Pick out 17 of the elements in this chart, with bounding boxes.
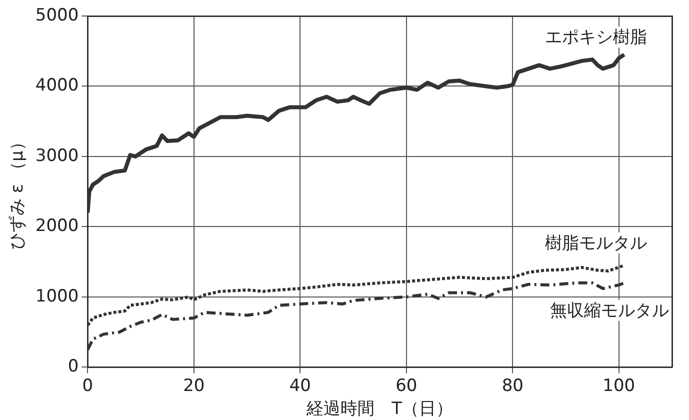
y-tick-label: 2000 bbox=[35, 216, 79, 236]
x-tick-label: 80 bbox=[502, 376, 524, 396]
x-axis-title: 経過時間 T（日） bbox=[306, 399, 454, 420]
x-tick-label: 0 bbox=[82, 376, 94, 396]
x-tick-label: 40 bbox=[289, 376, 311, 396]
x-tick-label: 100 bbox=[602, 376, 636, 396]
y-tick-label: 0 bbox=[68, 356, 79, 377]
series-label: エポキシ樹脂 bbox=[545, 28, 648, 48]
y-tick-label: 1000 bbox=[35, 286, 79, 306]
x-tick-label: 20 bbox=[183, 376, 205, 396]
y-tick-label: 5000 bbox=[35, 5, 79, 26]
series-label: 無収縮モルタル bbox=[550, 300, 670, 321]
y-tick-label: 3000 bbox=[35, 146, 79, 166]
y-axis-title: ひずみ ε （μ） bbox=[8, 134, 28, 250]
y-tick-label: 4000 bbox=[35, 76, 79, 96]
x-tick-label: 60 bbox=[396, 376, 418, 396]
series-label: 樹脂モルタル bbox=[545, 233, 648, 254]
